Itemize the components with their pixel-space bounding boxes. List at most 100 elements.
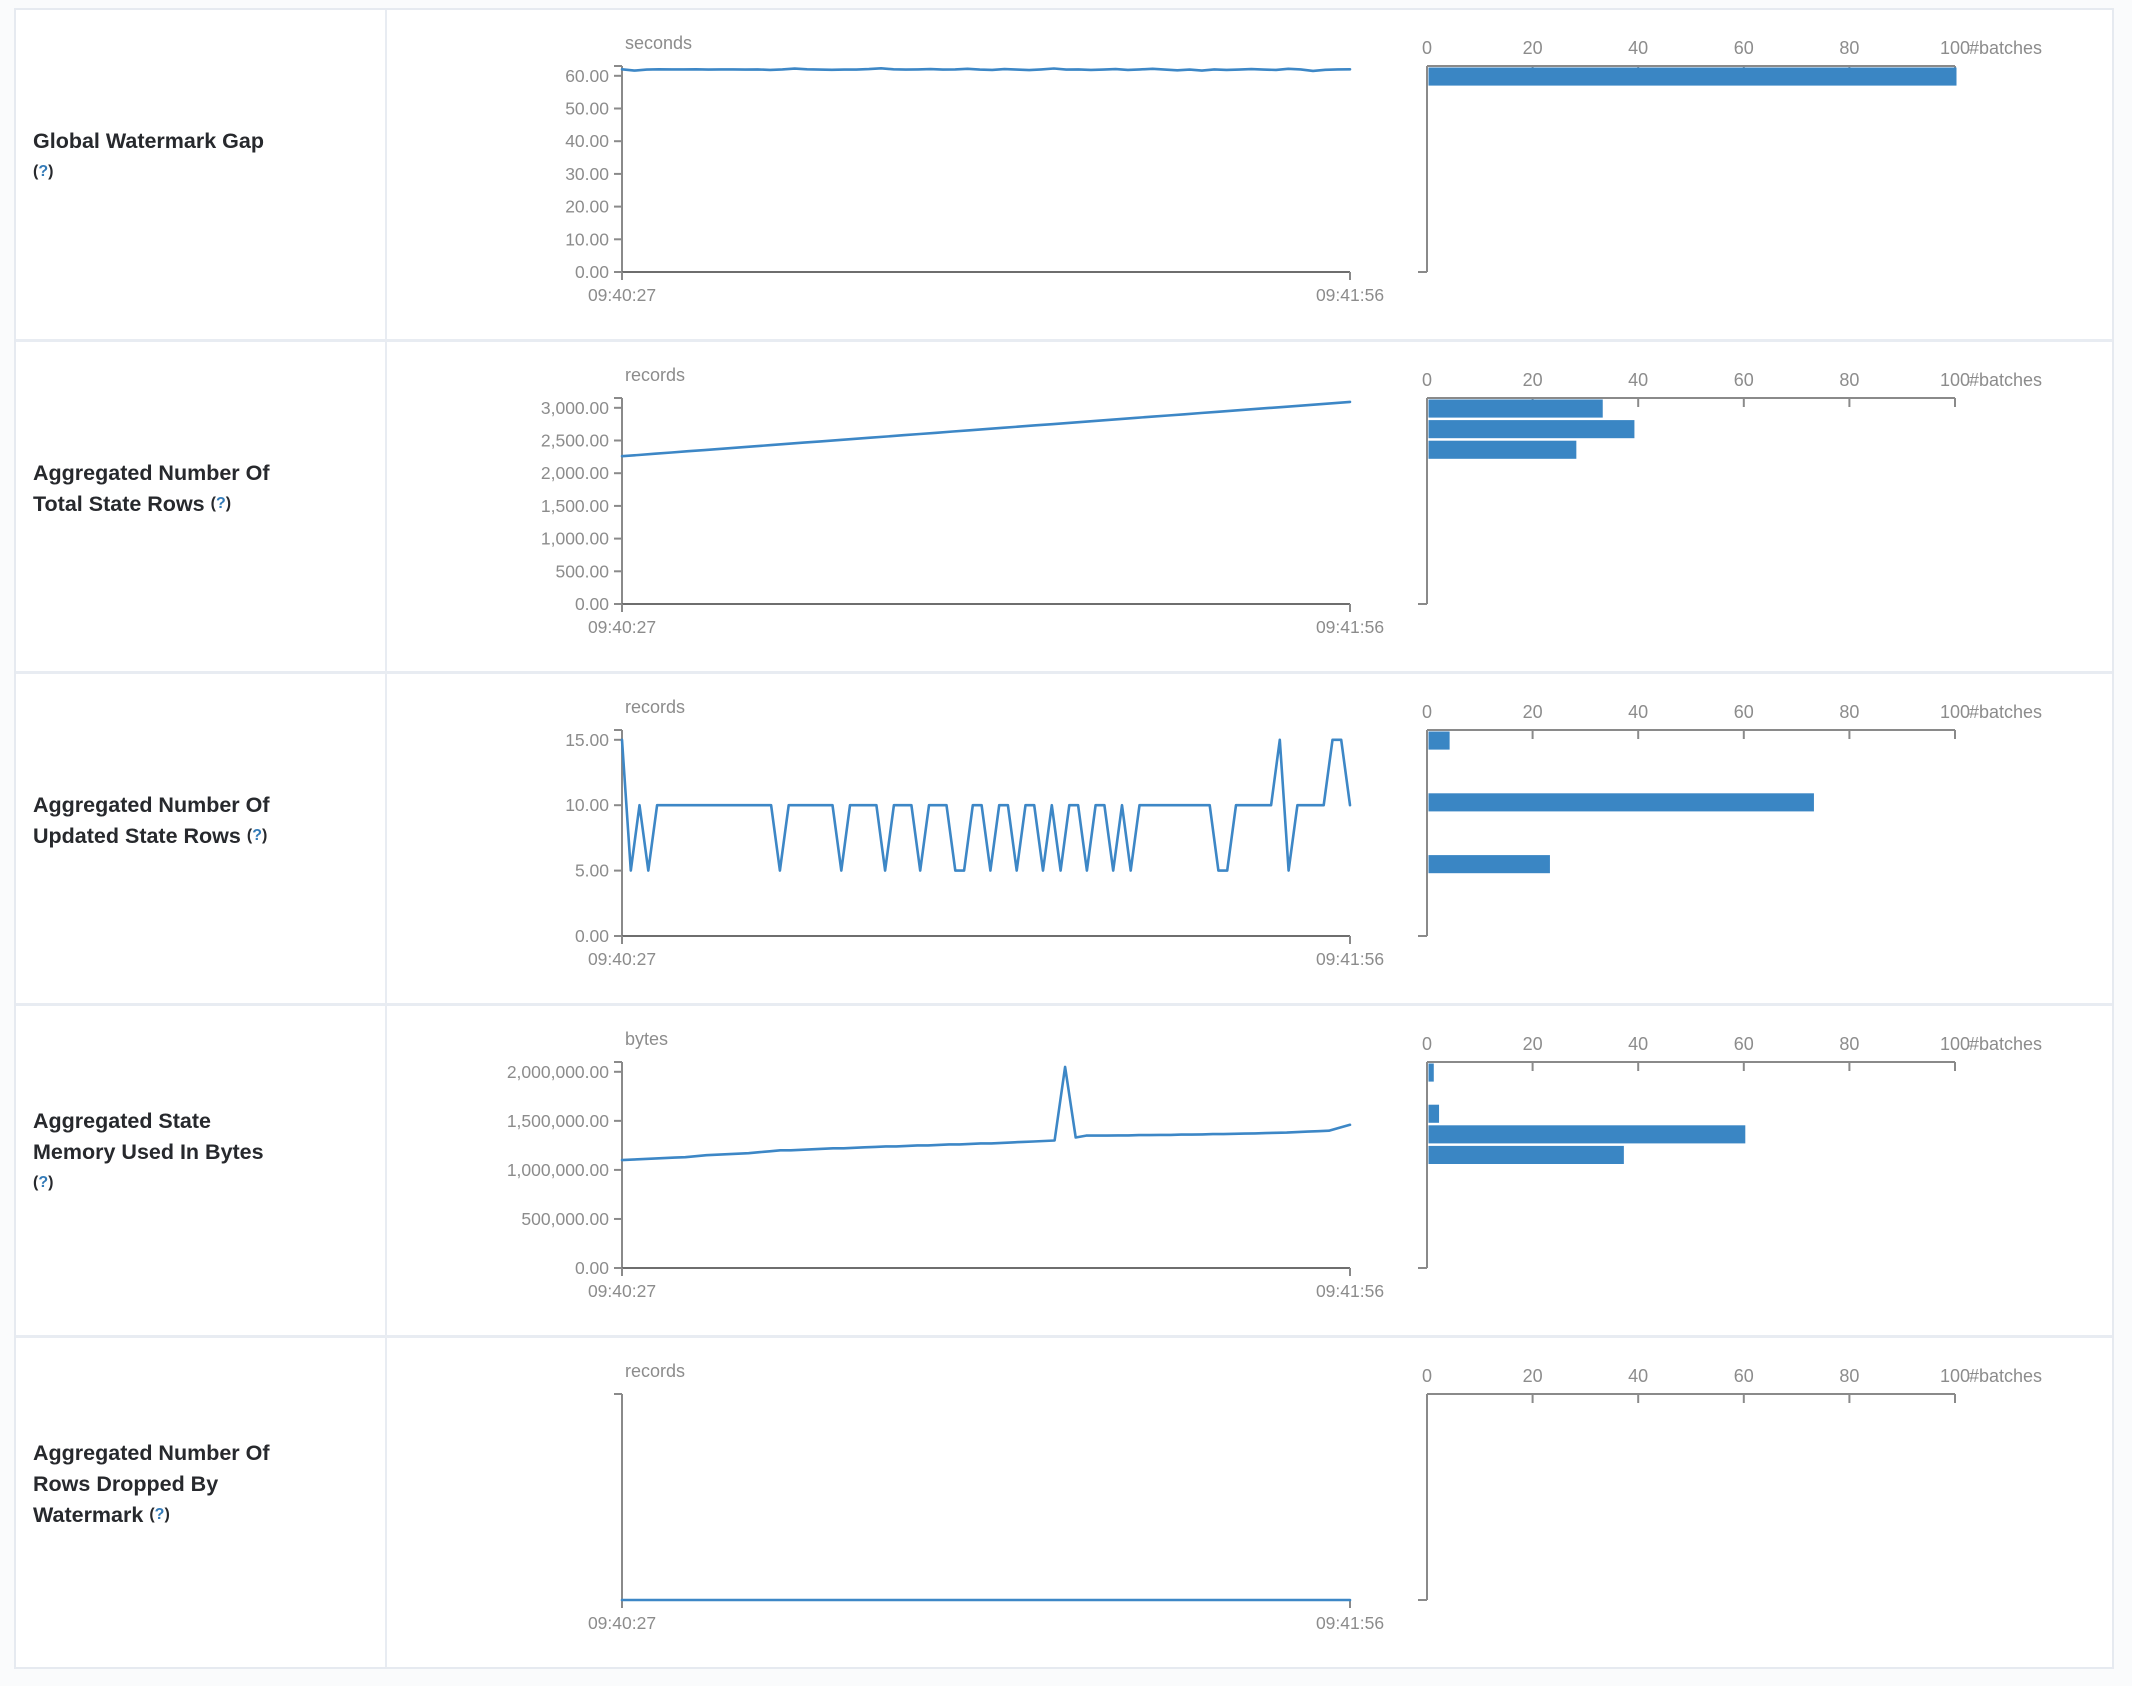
histogram-tick-label: 100 xyxy=(1940,1366,1970,1386)
help-badge: (?) xyxy=(246,826,268,844)
metric-label-cell: Aggregated Number Of Rows Dropped By Wat… xyxy=(16,1338,387,1667)
x-end-time-label: 09:41:56 xyxy=(1316,617,1384,637)
chart-unit-label: bytes xyxy=(625,1029,668,1049)
y-tick-label: 1,000.00 xyxy=(541,529,609,549)
y-tick-label: 1,500.00 xyxy=(541,496,609,516)
help-link[interactable]: ? xyxy=(38,1174,49,1191)
histogram-bar xyxy=(1428,420,1635,439)
metric-label-line: Memory Used In Bytes xyxy=(33,1140,264,1164)
metric-label-line: Aggregated Number Of xyxy=(33,792,270,817)
chart-cell: records 09:40:27 09:41:56 0 20 40 60 80 100 #batc… xyxy=(387,1338,2112,1667)
batches-axis-label: #batches xyxy=(1969,38,2042,58)
x-start-time-label: 09:40:27 xyxy=(588,949,656,969)
timeline-and-histogram-chart: records 0.00 5.00 10.00 15.00 09:40:27 09:41:5… xyxy=(565,697,2042,969)
histogram-tick-label: 40 xyxy=(1628,702,1648,722)
chart-unit-label: seconds xyxy=(625,33,692,53)
histogram-bar xyxy=(1428,1104,1440,1123)
help-link[interactable]: ? xyxy=(38,162,49,180)
metric-label-line: Watermark xyxy=(33,1503,144,1527)
histogram-tick-label: 60 xyxy=(1734,702,1754,722)
help-link[interactable]: ? xyxy=(252,826,262,844)
x-start-time-label: 09:40:27 xyxy=(588,1281,656,1301)
y-tick-label: 0.00 xyxy=(575,594,609,614)
batches-axis-label: #batches xyxy=(1969,1366,2042,1386)
chart-unit-label: records xyxy=(625,1361,685,1381)
metric-label-line: Aggregated State xyxy=(33,1109,212,1133)
metric-row-total-state-rows: Aggregated Number Of Total State Rows (?… xyxy=(16,342,2112,674)
histogram-bar xyxy=(1428,855,1550,874)
y-tick-label: 1,000,000.00 xyxy=(507,1160,609,1180)
histogram-tick-label: 40 xyxy=(1628,38,1648,58)
histogram-tick-label: 60 xyxy=(1734,38,1754,58)
chart-unit-label: records xyxy=(625,365,685,385)
y-tick-label: 5.00 xyxy=(575,861,609,881)
histogram-tick-label: 60 xyxy=(1734,370,1754,390)
metric-label-line: Total State Rows xyxy=(33,491,205,516)
chart-cell: records 0.00 5.00 10.00 15.00 09:40:27 09:41:5… xyxy=(387,674,2112,1003)
metric-label-line: Global Watermark Gap xyxy=(33,128,264,153)
metric-label-line: Rows Dropped By xyxy=(33,1472,219,1496)
x-start-time-label: 09:40:27 xyxy=(588,1613,656,1633)
x-end-time-label: 09:41:56 xyxy=(1316,1281,1384,1301)
timeline-and-histogram-chart: seconds 0.00 10.00 20.00 30.00 40.00 50.00 60.0… xyxy=(565,33,2042,305)
help-badge: (?) xyxy=(210,494,232,512)
y-tick-label: 15.00 xyxy=(565,730,609,750)
histogram-tick-label: 80 xyxy=(1839,1366,1859,1386)
chart-unit-label: records xyxy=(625,697,685,717)
histogram-tick-label: 20 xyxy=(1523,1034,1543,1054)
metric-label-cell: Global Watermark Gap (?) xyxy=(16,10,387,339)
help-link[interactable]: ? xyxy=(154,1506,165,1523)
timeline-series-line xyxy=(620,66,1352,73)
streaming-statistics-table: Global Watermark Gap (?) seconds 0.00 10.0… xyxy=(14,8,2114,1669)
batches-axis-label: #batches xyxy=(1969,702,2042,722)
metric-label: Aggregated Number Of Total State Rows (?… xyxy=(33,458,270,522)
help-link[interactable]: ? xyxy=(215,494,226,512)
histogram-tick-label: 80 xyxy=(1839,1034,1859,1054)
batches-axis-label: #batches xyxy=(1969,370,2042,390)
histogram-tick-label: 20 xyxy=(1523,702,1543,722)
y-tick-label: 60.00 xyxy=(565,66,609,86)
histogram-bar xyxy=(1428,731,1450,750)
y-tick-label: 2,000,000.00 xyxy=(507,1062,609,1082)
y-tick-label: 0.00 xyxy=(575,1258,609,1278)
histogram-tick-label: 40 xyxy=(1628,1034,1648,1054)
histogram-tick-label: 60 xyxy=(1734,1366,1754,1386)
y-tick-label: 500.00 xyxy=(555,561,609,581)
histogram-tick-label: 0 xyxy=(1422,370,1432,390)
histogram-tick-label: 0 xyxy=(1422,702,1432,722)
help-badge: (?) xyxy=(33,1174,54,1191)
metric-label: Aggregated Number Of Rows Dropped By Wat… xyxy=(33,1438,270,1533)
y-tick-label: 30.00 xyxy=(565,164,609,184)
y-tick-label: 40.00 xyxy=(565,131,609,151)
histogram-tick-label: 80 xyxy=(1839,38,1859,58)
timeline-series-line xyxy=(620,738,1352,872)
histogram-bar xyxy=(1428,793,1814,812)
histogram-tick-label: 40 xyxy=(1628,370,1648,390)
histogram-tick-label: 100 xyxy=(1940,38,1970,58)
histogram-tick-label: 0 xyxy=(1422,1366,1432,1386)
metric-label: Aggregated State Memory Used In Bytes (?… xyxy=(33,1106,264,1201)
help-badge: (?) xyxy=(149,1506,170,1523)
timeline-series-line xyxy=(620,1065,1352,1162)
histogram-tick-label: 0 xyxy=(1422,1034,1432,1054)
chart-cell: bytes 0.00 500,000.00 1,000,000.00 1,500,000… xyxy=(387,1006,2112,1335)
timeline-series-line xyxy=(620,400,1352,458)
histogram-tick-label: 100 xyxy=(1940,1034,1970,1054)
metric-label: Aggregated Number Of Updated State Rows … xyxy=(33,790,270,854)
metric-label-line: Aggregated Number Of xyxy=(33,460,270,485)
metric-row-state-memory-used: Aggregated State Memory Used In Bytes (?… xyxy=(16,1006,2112,1338)
histogram-bar xyxy=(1428,440,1577,459)
metric-label: Global Watermark Gap (?) xyxy=(33,126,264,190)
histogram-tick-label: 40 xyxy=(1628,1366,1648,1386)
histogram-tick-label: 60 xyxy=(1734,1034,1754,1054)
metric-label-cell: Aggregated Number Of Total State Rows (?… xyxy=(16,342,387,671)
y-tick-label: 500,000.00 xyxy=(521,1209,609,1229)
y-tick-label: 50.00 xyxy=(565,99,609,119)
histogram-tick-label: 20 xyxy=(1523,370,1543,390)
metric-label-line: Updated State Rows xyxy=(33,823,241,848)
x-end-time-label: 09:41:56 xyxy=(1316,1613,1384,1633)
batches-axis-label: #batches xyxy=(1969,1034,2042,1054)
histogram-tick-label: 20 xyxy=(1523,38,1543,58)
y-tick-label: 10.00 xyxy=(565,795,609,815)
histogram-bar xyxy=(1428,67,1957,86)
